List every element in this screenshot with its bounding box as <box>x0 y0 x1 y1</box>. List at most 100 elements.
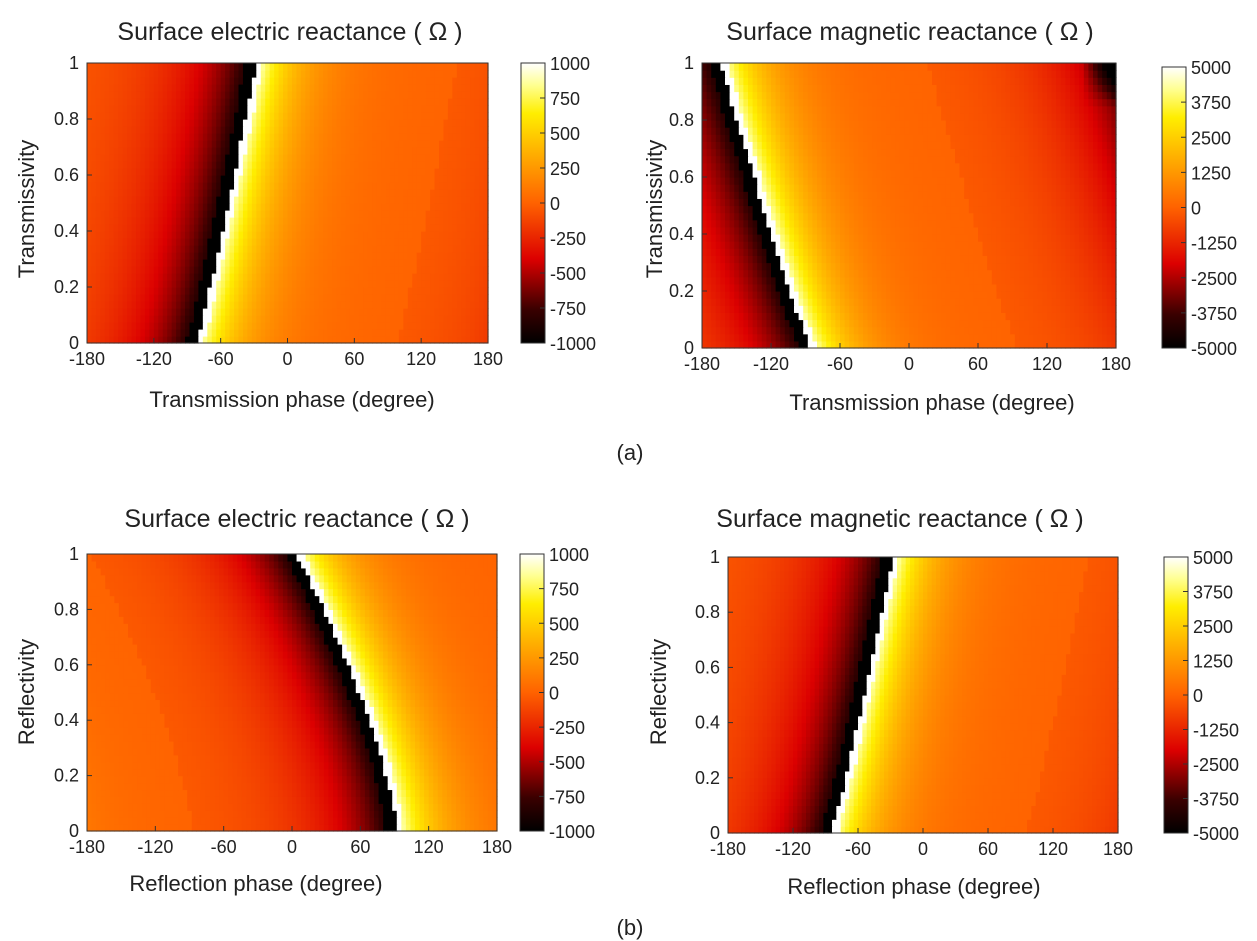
heatmap-cell <box>803 269 809 278</box>
heatmap-cell <box>443 210 449 218</box>
heatmap-cell <box>131 210 137 218</box>
heatmap-cell <box>104 238 110 246</box>
heatmap-cell <box>757 283 763 292</box>
heatmap-cell <box>162 259 168 267</box>
heatmap-cell <box>113 147 119 155</box>
heatmap-cell <box>752 333 758 342</box>
heatmap-cell <box>131 336 137 344</box>
heatmap-cell <box>127 91 133 99</box>
heatmap-cell <box>398 105 404 113</box>
heatmap-cell <box>274 77 280 85</box>
heatmap-cell <box>171 231 177 239</box>
heatmap-cell <box>158 175 164 183</box>
heatmap-cell <box>256 238 262 246</box>
heatmap-cell <box>367 147 373 155</box>
heatmap-cell <box>757 262 763 271</box>
heatmap-cell <box>452 294 458 302</box>
heatmap-cell <box>743 262 749 271</box>
heatmap-cell <box>198 203 204 211</box>
heatmap-cell <box>256 315 262 323</box>
heatmap-cell <box>269 231 275 239</box>
heatmap-cell <box>354 252 360 260</box>
heatmap-cell <box>886 241 892 249</box>
heatmap-cell <box>318 203 324 211</box>
heatmap-cell <box>452 84 458 92</box>
heatmap-cell <box>858 276 864 285</box>
heatmap-cell <box>242 245 248 253</box>
heatmap-cell <box>461 161 467 169</box>
heatmap-cell <box>256 119 262 127</box>
heatmap-cell <box>140 126 146 134</box>
heatmap-cell <box>812 248 818 256</box>
heatmap-cell <box>389 91 396 99</box>
heatmap-cell <box>274 175 280 183</box>
heatmap-cell <box>715 312 721 321</box>
heatmap-cell <box>202 301 208 309</box>
heatmap-cell <box>296 224 302 232</box>
heatmap-cell <box>909 333 915 342</box>
heatmap-cell <box>256 126 262 134</box>
heatmap-cell <box>886 262 892 271</box>
heatmap-cell <box>1060 262 1066 271</box>
heatmap-cell <box>932 255 938 264</box>
heatmap-cell <box>140 252 146 260</box>
heatmap-cell <box>153 77 159 85</box>
heatmap-cell <box>100 322 106 330</box>
heatmap-cell <box>198 119 204 127</box>
heatmap-cell <box>899 305 905 313</box>
heatmap-cell <box>479 182 485 190</box>
heatmap-cell <box>363 112 369 120</box>
heatmap-cell <box>734 255 740 264</box>
heatmap-cell <box>447 161 453 169</box>
heatmap-cell <box>835 269 841 278</box>
heatmap-cell <box>113 91 119 99</box>
heatmap-cell <box>345 63 351 71</box>
heatmap-cell <box>913 262 919 271</box>
heatmap-cell <box>193 301 199 309</box>
heatmap-cell <box>421 168 427 176</box>
heatmap-cell <box>461 119 467 127</box>
heatmap-cell <box>91 175 97 183</box>
heatmap-cell <box>109 308 115 316</box>
heatmap-cell <box>162 336 168 344</box>
heatmap-cell <box>238 238 244 246</box>
heatmap-cell <box>425 217 431 225</box>
heatmap-cell <box>1019 291 1025 299</box>
heatmap-cell <box>176 259 182 267</box>
heatmap-cell <box>91 245 97 253</box>
heatmap-cell <box>256 217 262 225</box>
heatmap-cell <box>483 259 489 267</box>
heatmap-cell <box>265 252 271 260</box>
heatmap-cell <box>87 329 93 337</box>
heatmap-cell <box>430 105 436 113</box>
heatmap-cell <box>220 315 226 323</box>
heatmap-cell <box>260 266 266 274</box>
heatmap-cell <box>131 280 137 288</box>
heatmap-cell <box>403 336 409 344</box>
heatmap-cell <box>955 340 961 349</box>
heatmap-cell <box>876 340 882 349</box>
heatmap-cell <box>300 294 306 302</box>
heatmap-cell <box>1051 298 1057 306</box>
heatmap-cell <box>278 217 284 225</box>
heatmap-cell <box>336 287 342 295</box>
heatmap-cell <box>978 326 984 335</box>
heatmap-cell <box>978 283 984 292</box>
heatmap-cell <box>987 291 993 299</box>
heatmap-cell <box>153 322 159 330</box>
heatmap-cell <box>167 126 173 134</box>
heatmap-cell <box>978 319 984 328</box>
heatmap-cell <box>743 305 749 313</box>
heatmap-cell <box>327 112 333 120</box>
heatmap-cell <box>784 269 790 278</box>
heatmap-cell <box>959 276 965 285</box>
heatmap-cell <box>251 161 257 169</box>
heatmap-cell <box>260 280 266 288</box>
heatmap-cell <box>438 301 445 309</box>
heatmap-cell <box>340 105 347 113</box>
heatmap-cell <box>336 224 342 232</box>
heatmap-cell <box>890 283 896 292</box>
heatmap-cell <box>738 283 744 292</box>
heatmap-cell <box>959 319 965 328</box>
heatmap-cell <box>761 319 767 328</box>
